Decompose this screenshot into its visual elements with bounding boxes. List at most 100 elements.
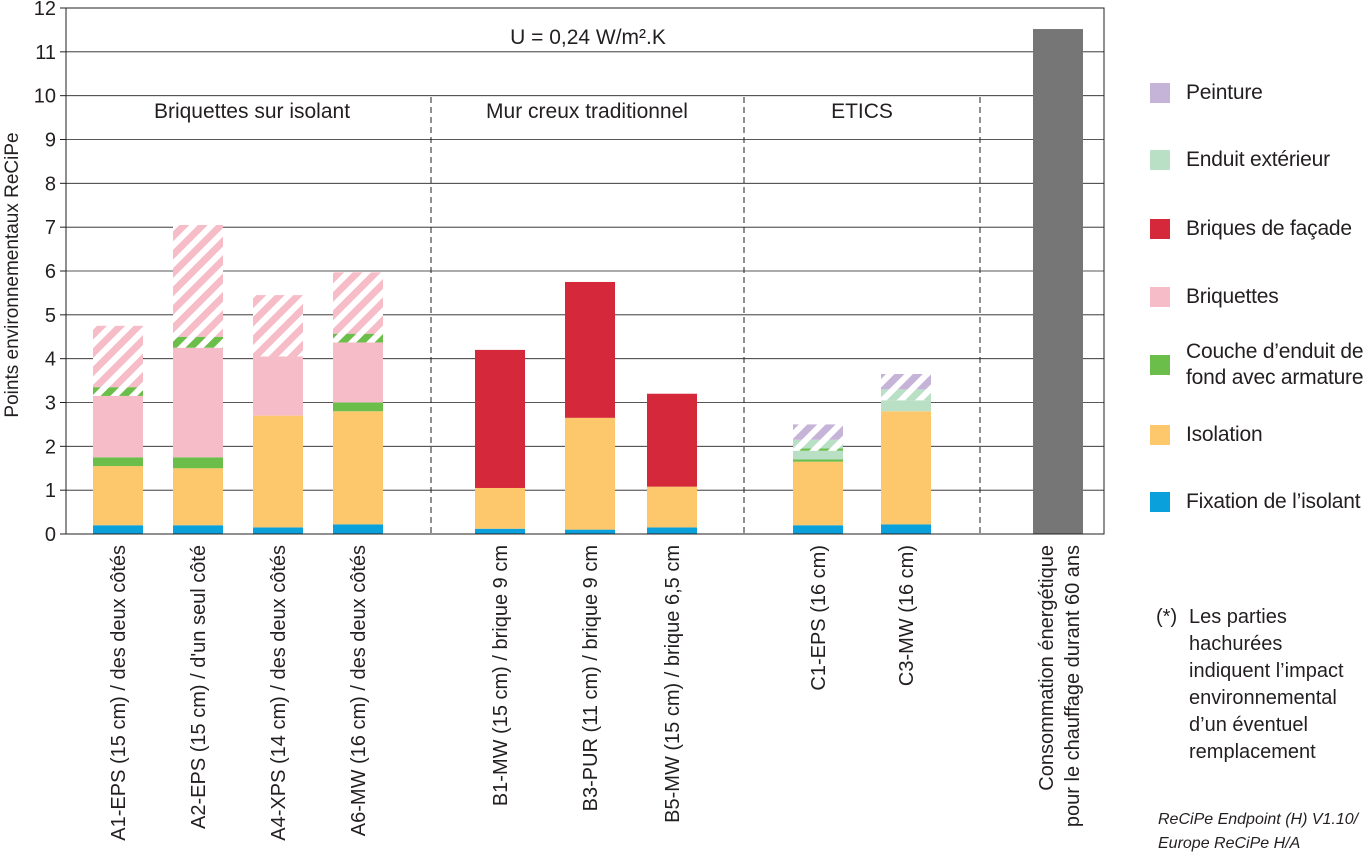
group-label: Mur creux traditionnel <box>486 100 688 123</box>
bar-9 <box>881 374 931 534</box>
y-tick-label: 9 <box>45 130 56 152</box>
y-tick-label: 6 <box>45 261 56 283</box>
y-tick-label: 5 <box>45 305 56 327</box>
group-separators <box>430 97 981 534</box>
legend-label: Isolation <box>1186 423 1263 446</box>
y-tick-label: 4 <box>45 349 56 371</box>
bar-segment-briquettes <box>93 395 143 458</box>
group-labels: Briquettes sur isolant Mur creux traditio… <box>154 100 893 123</box>
bar-8 <box>793 424 843 534</box>
x-tick-label: C3-MW (16 cm) <box>896 545 918 686</box>
x-tick-label: A2-EPS (15 cm) / d'un seul côté <box>188 545 210 829</box>
legend-item-briques-facade: Briques de façade <box>1150 216 1364 242</box>
legend-label: Briquettes <box>1186 285 1279 308</box>
legend-label: Fixation de l’isolant <box>1186 490 1361 513</box>
bar-segment-fixation <box>333 524 383 534</box>
y-tick-label: 12 <box>34 0 56 20</box>
bar-segment-enduit_fond-hatched <box>173 336 223 348</box>
bar-6 <box>565 281 615 534</box>
legend-swatch <box>1150 219 1170 239</box>
bar-segment-fixation <box>93 525 143 534</box>
bar-segment-isolation <box>793 461 843 526</box>
legend-swatch <box>1150 425 1170 445</box>
bar-segment-peinture-hatched <box>881 374 931 390</box>
legend-label: Enduit extérieur <box>1186 148 1330 171</box>
bar-segment-enduit_fond <box>93 457 143 467</box>
x-tick-label: B5-MW (15 cm) / brique 6,5 cm <box>662 545 684 823</box>
bar-segment-isolation <box>475 487 525 529</box>
bar-segment-fixation <box>793 525 843 534</box>
legend-item-fixation: Fixation de l’isolant <box>1150 489 1364 515</box>
bar-segment-briquettes-hatched <box>173 224 223 337</box>
bar-segment-peinture-hatched <box>793 424 843 440</box>
bar-segment-enduit_fond <box>793 459 843 462</box>
x-tick-label: C1-EPS (16 cm) <box>808 545 830 691</box>
bar-segment-briquettes <box>253 356 303 416</box>
bar-4 <box>333 272 383 534</box>
bar-segment-enduit_exterieur <box>881 400 931 412</box>
bar-segment-enduit_exterieur-hatched <box>881 389 931 401</box>
y-tick-label: 11 <box>35 42 56 64</box>
x-tick-label: B3-PUR (11 cm) / brique 9 cm <box>580 545 602 811</box>
bar-segment-enduit_fond-hatched <box>793 448 843 451</box>
source-citation: ReCiPe Endpoint (H) V1.10/ Europe ReCiPe… <box>1158 811 1359 852</box>
y-axis-title: Points environnementaux ReCiPe <box>2 132 23 417</box>
note-text: Les parties hachurées indiquent l’impact… <box>1189 606 1344 763</box>
bar-segment-briquettes-hatched <box>253 295 303 357</box>
bar-segment-enduit_fond <box>333 402 383 412</box>
legend-swatch <box>1150 355 1170 375</box>
y-tick-label: 10 <box>34 86 56 108</box>
bar-segment-fixation <box>647 527 697 534</box>
bar-segment-briques_facade <box>565 281 615 418</box>
legend-swatch <box>1150 150 1170 170</box>
bar-7 <box>647 393 697 534</box>
y-tick-label: 1 <box>45 480 56 502</box>
x-tick-label: A4-XPS (14 cm) / des deux côtés <box>268 545 290 841</box>
legend-swatch <box>1150 287 1170 307</box>
bar-segment-briques_facade <box>647 393 697 487</box>
x-tick-label: A6-MW (16 cm) / des deux côtés <box>348 545 370 836</box>
x-tick-label: B1-MW (15 cm) / brique 9 cm <box>490 545 512 806</box>
bar-segment-energie <box>1033 29 1083 534</box>
bar-segment-enduit_exterieur <box>793 450 843 460</box>
bars <box>93 29 1083 534</box>
bar-5 <box>475 349 525 534</box>
legend-item-enduit-fond: Couche d’enduit de fond avec armature <box>1150 339 1364 391</box>
group-label: Briquettes sur isolant <box>154 100 350 123</box>
x-tick-label: A1-EPS (15 cm) / des deux côtés <box>108 545 130 841</box>
bar-segment-briquettes <box>333 342 383 403</box>
legend-item-isolation: Isolation <box>1150 422 1364 448</box>
y-tick-label: 0 <box>45 524 56 546</box>
bar-segment-briquettes <box>173 347 223 458</box>
y-tick-label: 2 <box>45 436 56 458</box>
bar-segment-fixation <box>565 529 615 534</box>
x-axis-labels: A1-EPS (15 cm) / des deux côtés A2-EPS (1… <box>108 545 1084 841</box>
bar-segment-enduit_fond <box>173 457 223 469</box>
legend-label: Peinture <box>1186 81 1263 104</box>
u-value-annotation: U = 0,24 W/m².K <box>510 26 666 49</box>
bar-segment-fixation <box>881 524 931 534</box>
bar-3 <box>253 295 303 534</box>
bar-segment-fixation <box>475 528 525 534</box>
y-tick-label: 3 <box>45 393 56 415</box>
legend: Peinture Enduit extérieur Briques de façad… <box>1150 0 1364 560</box>
legend-label: Briques de façade <box>1186 217 1352 240</box>
legend-swatch <box>1150 83 1170 103</box>
bar-segment-briques_facade <box>475 349 525 488</box>
bar-segment-fixation <box>173 525 223 534</box>
bar-10 <box>1033 29 1083 534</box>
bar-segment-isolation <box>647 486 697 528</box>
bar-segment-fixation <box>253 527 303 534</box>
bar-segment-enduit_exterieur-hatched <box>793 439 843 449</box>
bar-segment-isolation <box>173 468 223 526</box>
plot-frame <box>65 7 1105 535</box>
y-tick-label: 8 <box>45 173 56 195</box>
bar-segment-briquettes-hatched <box>333 272 383 334</box>
bar-1 <box>93 325 143 534</box>
x-tick-label: Consommation énergétique pour le chauffag… <box>1036 545 1084 827</box>
legend-item-enduit-exterieur: Enduit extérieur <box>1150 147 1364 173</box>
bar-2 <box>173 224 223 534</box>
legend-swatch <box>1150 492 1170 512</box>
